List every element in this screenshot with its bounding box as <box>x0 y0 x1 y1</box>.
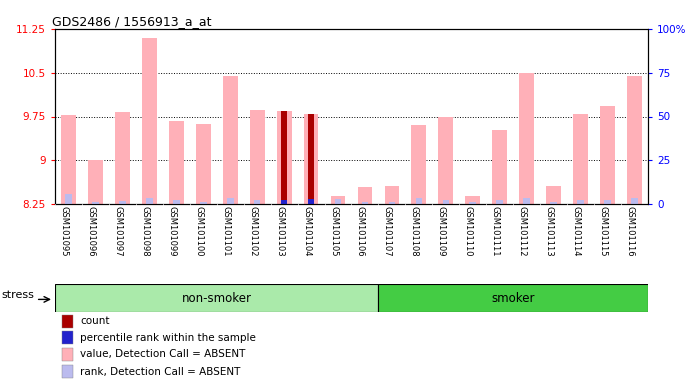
Bar <box>627 76 642 204</box>
Text: GSM101109: GSM101109 <box>437 207 446 257</box>
Bar <box>466 197 480 204</box>
Bar <box>200 202 207 204</box>
Bar <box>331 197 345 204</box>
Text: GSM101110: GSM101110 <box>464 207 473 257</box>
Text: GSM101101: GSM101101 <box>221 207 230 257</box>
Bar <box>303 114 319 204</box>
Bar <box>65 194 72 204</box>
Bar <box>55 284 379 312</box>
Bar <box>277 111 292 204</box>
Text: GSM101106: GSM101106 <box>356 207 365 257</box>
Bar <box>523 198 530 204</box>
Text: GSM101100: GSM101100 <box>194 207 203 257</box>
Text: GSM101108: GSM101108 <box>410 207 419 257</box>
Bar <box>250 109 264 204</box>
Bar <box>574 114 588 204</box>
Bar <box>443 200 449 204</box>
Bar <box>470 202 476 204</box>
Text: GSM101096: GSM101096 <box>86 207 95 257</box>
Text: stress: stress <box>1 290 34 300</box>
Bar <box>142 38 157 204</box>
Bar <box>362 202 368 204</box>
Bar <box>492 130 507 204</box>
Bar <box>281 111 287 204</box>
Bar <box>62 365 73 378</box>
Bar <box>546 186 561 204</box>
Text: GSM101095: GSM101095 <box>59 207 68 257</box>
Text: percentile rank within the sample: percentile rank within the sample <box>80 333 256 343</box>
Bar <box>384 186 400 204</box>
Bar <box>62 331 73 344</box>
Bar <box>388 202 395 204</box>
Bar <box>196 124 211 204</box>
Bar <box>358 187 372 204</box>
Bar <box>119 201 126 204</box>
Bar <box>411 125 426 204</box>
Bar <box>631 198 638 204</box>
Bar <box>577 200 584 204</box>
Text: GSM101104: GSM101104 <box>302 207 311 257</box>
Text: smoker: smoker <box>491 291 535 305</box>
Bar <box>496 200 503 204</box>
Text: GSM101103: GSM101103 <box>275 207 284 257</box>
Bar <box>379 284 648 312</box>
Bar <box>308 199 315 204</box>
Bar <box>416 198 422 204</box>
Bar <box>335 199 341 204</box>
Text: GSM101105: GSM101105 <box>329 207 338 257</box>
Text: count: count <box>80 316 109 326</box>
Text: GSM101102: GSM101102 <box>248 207 257 257</box>
Text: GSM101116: GSM101116 <box>626 207 635 257</box>
Text: rank, Detection Call = ABSENT: rank, Detection Call = ABSENT <box>80 367 240 377</box>
Bar <box>308 199 314 204</box>
Bar <box>519 73 534 204</box>
Bar <box>173 200 180 204</box>
Text: GSM101113: GSM101113 <box>545 207 553 257</box>
Text: non-smoker: non-smoker <box>182 291 252 305</box>
Bar <box>227 198 234 204</box>
Bar <box>600 106 615 204</box>
Text: GDS2486 / 1556913_a_at: GDS2486 / 1556913_a_at <box>52 15 212 28</box>
Text: GSM101115: GSM101115 <box>599 207 608 257</box>
Bar <box>61 115 76 204</box>
Text: GSM101098: GSM101098 <box>141 207 150 257</box>
Bar <box>551 202 557 204</box>
Text: GSM101112: GSM101112 <box>518 207 527 257</box>
Bar <box>281 200 287 204</box>
Bar <box>438 116 453 204</box>
Bar <box>223 76 237 204</box>
Text: value, Detection Call = ABSENT: value, Detection Call = ABSENT <box>80 349 245 359</box>
Bar <box>169 121 184 204</box>
Text: GSM101107: GSM101107 <box>383 207 392 257</box>
Bar <box>115 113 129 204</box>
Bar <box>146 198 152 204</box>
Bar <box>604 200 611 204</box>
Text: GSM101111: GSM101111 <box>491 207 500 257</box>
Text: GSM101097: GSM101097 <box>113 207 122 257</box>
Bar <box>254 200 260 204</box>
Bar <box>88 160 103 204</box>
Bar <box>308 114 314 204</box>
Bar <box>62 348 73 361</box>
Bar <box>92 202 99 204</box>
Text: GSM101114: GSM101114 <box>571 207 580 257</box>
Bar <box>62 315 73 328</box>
Text: GSM101099: GSM101099 <box>167 207 176 257</box>
Bar <box>280 200 287 204</box>
